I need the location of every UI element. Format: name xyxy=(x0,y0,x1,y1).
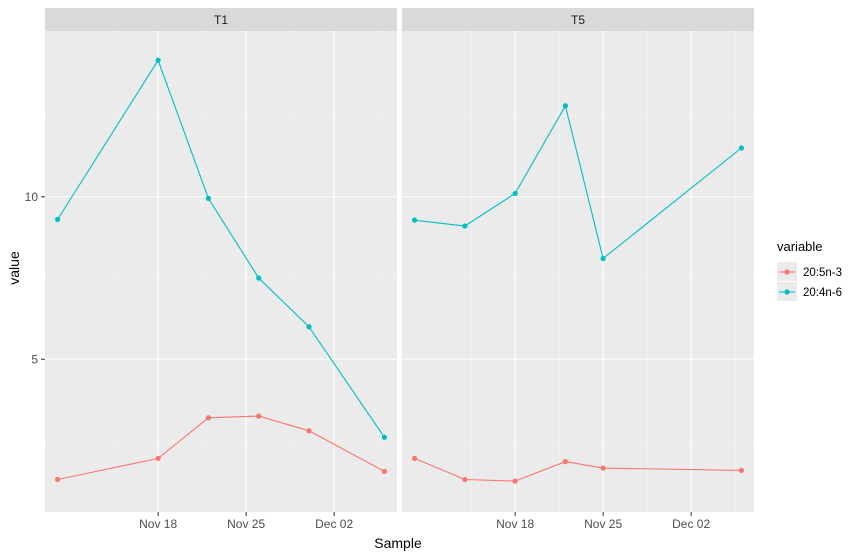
legend-title: variable xyxy=(777,239,823,254)
panel-background xyxy=(45,31,397,512)
data-point-20-4n-6 xyxy=(155,57,161,63)
legend-keys: 20:5n-3 20:4n-6 xyxy=(777,262,842,301)
data-point-20-5n-3 xyxy=(411,455,418,461)
y-axis-title: value xyxy=(6,251,22,285)
series-line-20-5n-3 xyxy=(57,415,385,481)
facet-panel-t5: T5 xyxy=(402,8,754,512)
facet-panels: T1 T5 xyxy=(45,8,754,512)
legend-key-20-4n-6: 20:4n-6 xyxy=(777,282,842,301)
facet-strip-label: T5 xyxy=(571,13,585,27)
panel-background xyxy=(402,31,754,512)
series-line-20-5n-3 xyxy=(414,457,742,482)
x-axis-t1: Nov 18 Nov 25 Dec 02 xyxy=(139,512,353,531)
x-tick-label: Nov 18 xyxy=(496,517,534,531)
data-point-20-5n-3 xyxy=(512,478,518,484)
data-point-20-4n-6 xyxy=(411,217,418,223)
facet-strip xyxy=(402,8,754,31)
y-tick-label: 5 xyxy=(31,352,38,366)
data-point-20-4n-6 xyxy=(512,190,518,197)
data-point-20-4n-6 xyxy=(600,255,606,262)
x-tick-label: Nov 25 xyxy=(584,517,622,531)
data-point-20-5n-3 xyxy=(381,468,388,474)
data-point-20-5n-3 xyxy=(600,465,606,471)
data-point-20-5n-3 xyxy=(738,467,745,473)
data-point-20-5n-3 xyxy=(562,459,569,465)
y-axis: 5 10 xyxy=(25,190,45,366)
data-point-20-4n-6 xyxy=(462,223,468,229)
data-point-20-5n-3 xyxy=(306,428,312,434)
legend-label: 20:5n-3 xyxy=(803,267,842,279)
legend-label: 20:4n-6 xyxy=(803,287,842,299)
x-tick-label: Dec 02 xyxy=(672,517,710,531)
data-point-20-4n-6 xyxy=(256,275,262,281)
series-line-20-4n-6 xyxy=(414,104,742,260)
series-line-20-4n-6 xyxy=(57,59,385,438)
facet-panel-t1: T1 xyxy=(45,8,397,512)
data-point-20-5n-3 xyxy=(462,476,468,483)
data-point-20-5n-3 xyxy=(54,476,61,483)
x-axes: Nov 18 Nov 25 Dec 02 Nov 18 Nov 25 Dec 02 xyxy=(139,512,710,531)
y-tick-label: 10 xyxy=(25,190,39,204)
data-point-20-4n-6 xyxy=(205,195,212,201)
facet-strip-label: T1 xyxy=(214,13,228,27)
data-point-20-4n-6 xyxy=(306,324,312,330)
x-tick-label: Nov 25 xyxy=(227,517,265,531)
x-tick-label: Dec 02 xyxy=(315,517,353,531)
data-point-20-5n-3 xyxy=(256,413,262,419)
data-point-20-4n-6 xyxy=(54,216,61,223)
data-point-20-5n-3 xyxy=(205,415,212,421)
data-point-20-5n-3 xyxy=(155,455,161,461)
legend-key-20-5n-3: 20:5n-3 xyxy=(777,262,842,281)
data-point-20-4n-6 xyxy=(738,145,745,151)
x-axis-t5: Nov 18 Nov 25 Dec 02 xyxy=(496,512,710,531)
legend-key-point xyxy=(784,269,790,275)
x-tick-label: Nov 18 xyxy=(139,517,177,531)
facet-strip xyxy=(45,8,397,31)
x-axis-title: Sample xyxy=(374,535,422,551)
data-point-20-4n-6 xyxy=(381,434,388,440)
legend: variable 20:5n-3 20:4n-6 xyxy=(777,239,842,301)
legend-key-point xyxy=(784,289,790,295)
data-point-20-4n-6 xyxy=(562,103,569,109)
